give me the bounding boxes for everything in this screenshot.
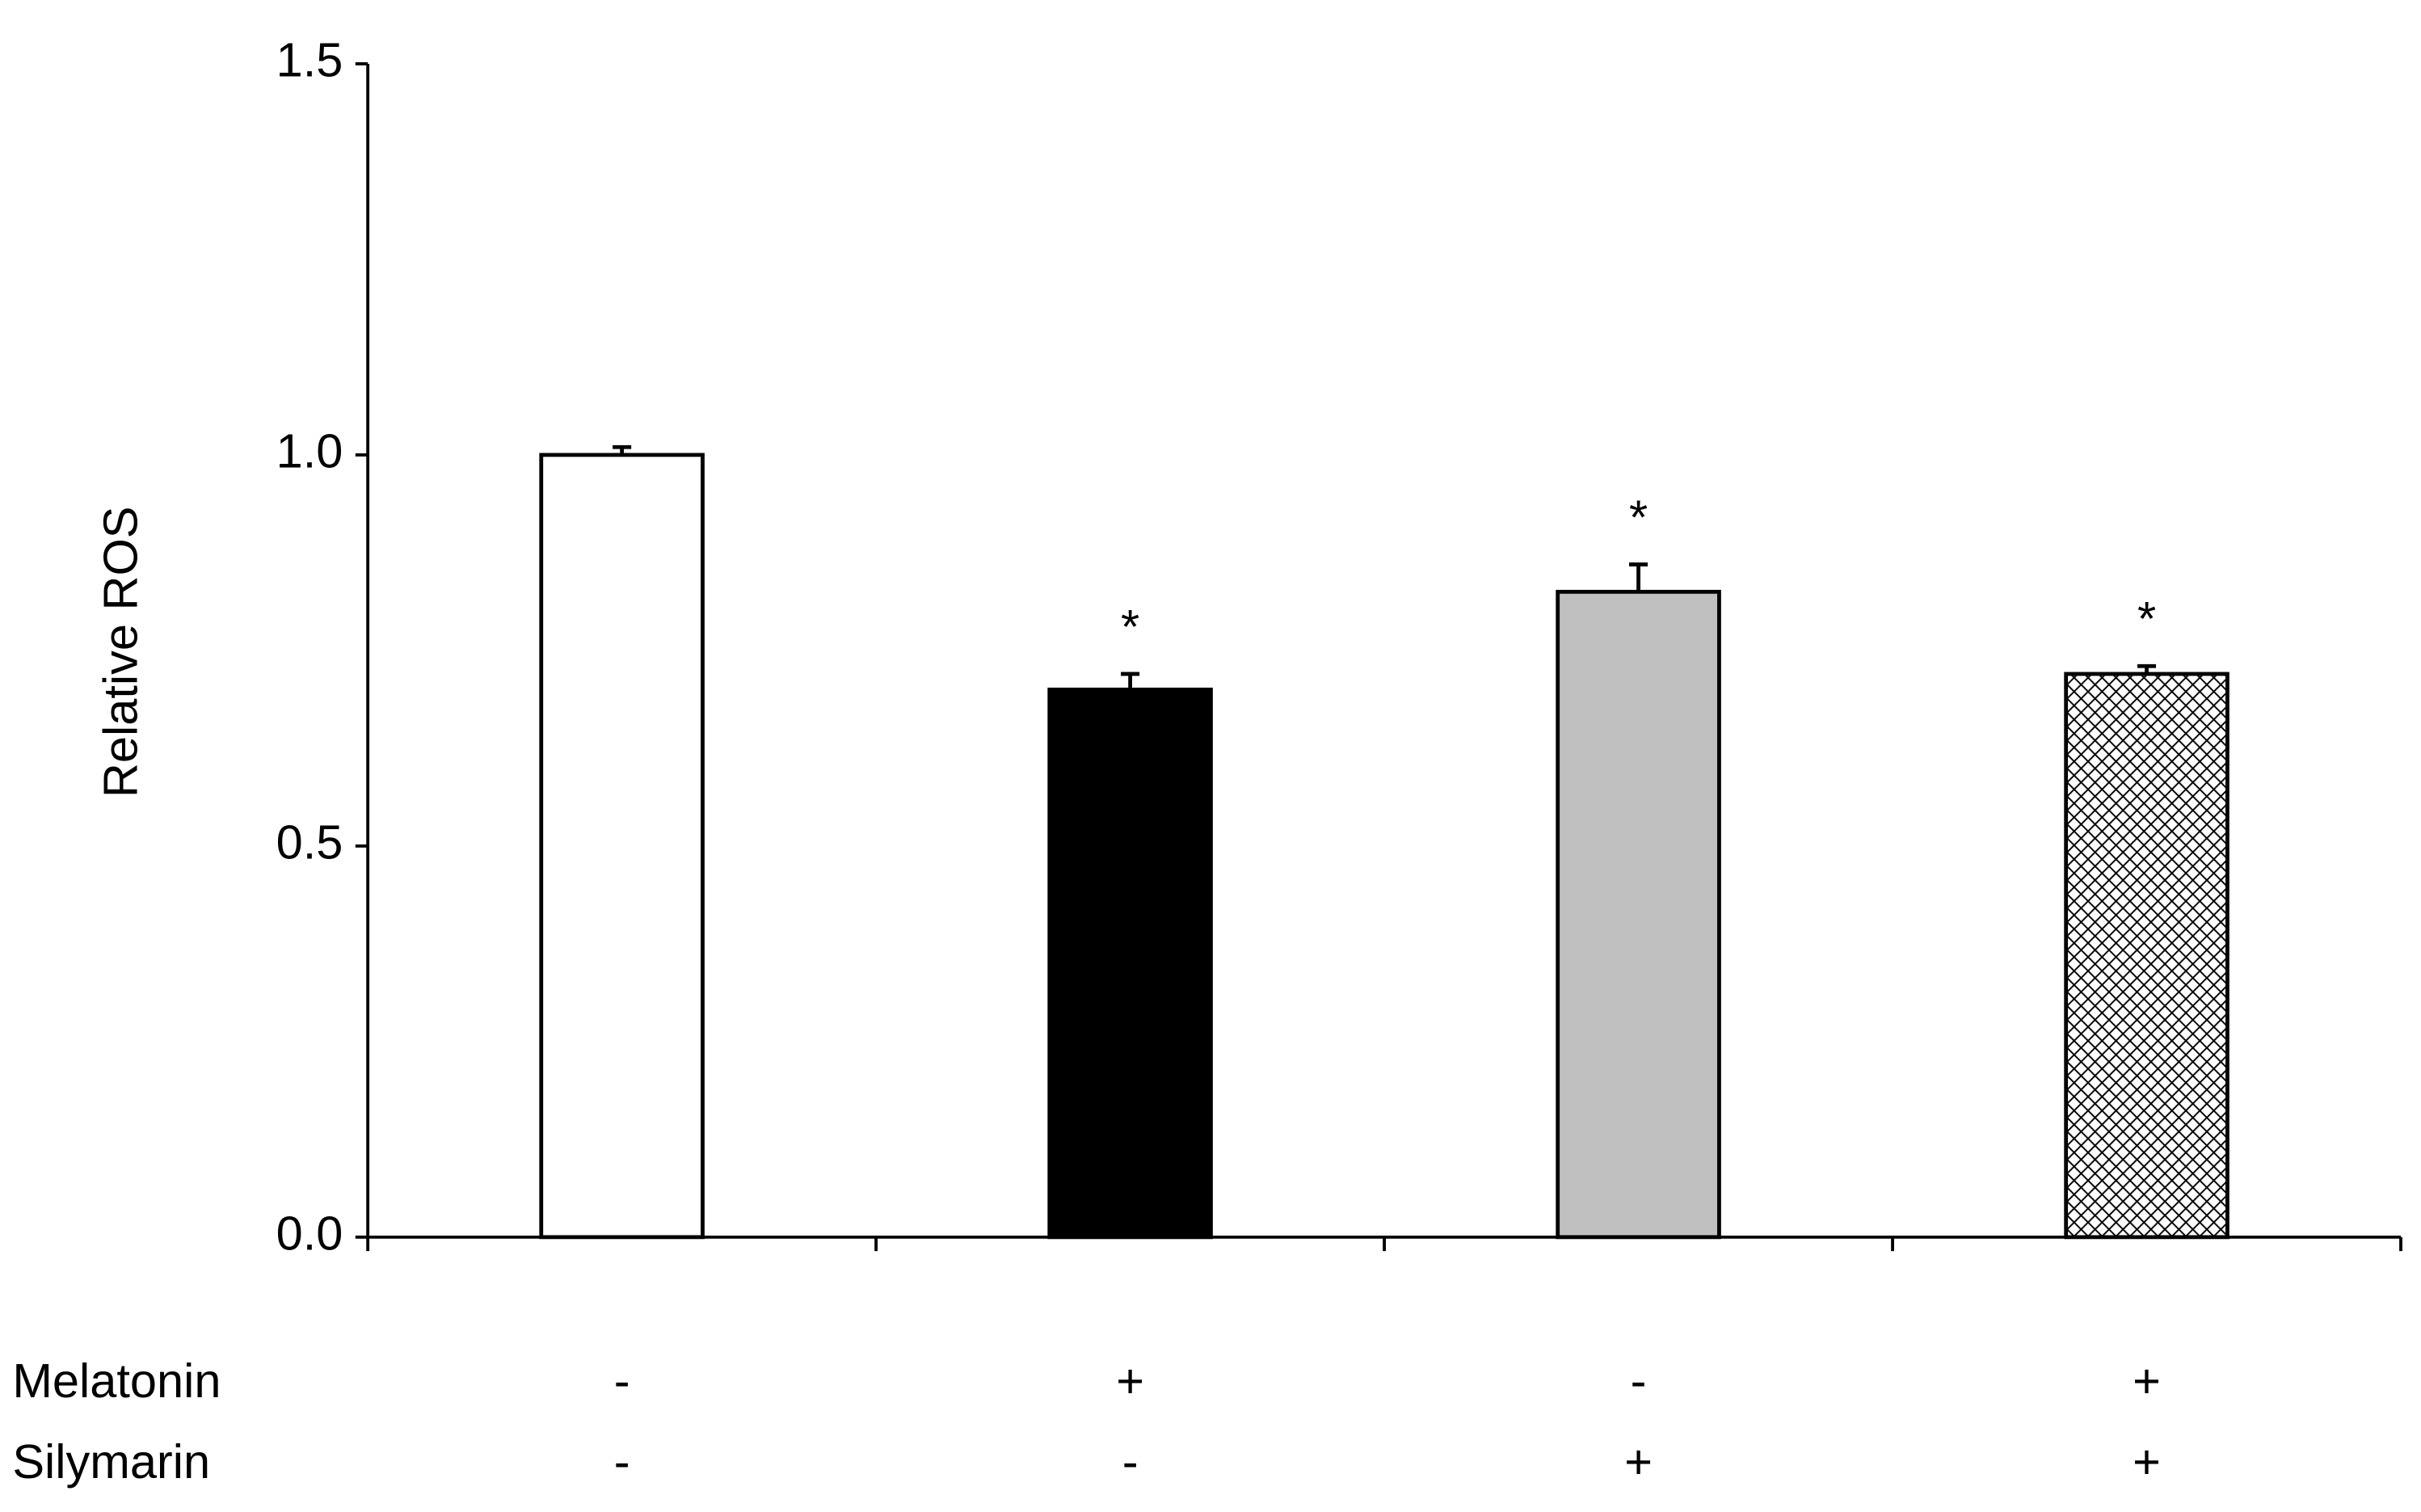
y-tick-label: 1.0 — [276, 424, 343, 478]
y-axis-label: Relative ROS — [93, 507, 147, 798]
treatment-sign: + — [2133, 1434, 2161, 1489]
treatment-name: Silymarin — [12, 1434, 210, 1489]
y-tick-label: 0.0 — [276, 1207, 343, 1261]
treatment-sign: - — [614, 1354, 630, 1408]
treatment-sign: - — [1631, 1354, 1647, 1408]
bar — [2064, 672, 2229, 1240]
y-tick-label: 1.5 — [276, 33, 343, 87]
significance-label: * — [1121, 600, 1139, 654]
y-tick-label: 0.5 — [276, 815, 343, 870]
treatment-sign: - — [614, 1434, 630, 1489]
treatment-sign: - — [1122, 1434, 1139, 1489]
bar — [1556, 589, 1721, 1240]
treatment-sign: + — [1116, 1354, 1144, 1408]
treatment-sign: + — [1624, 1434, 1653, 1489]
treatment-name: Melatonin — [12, 1354, 221, 1408]
bar — [539, 453, 705, 1240]
significance-label: * — [1629, 490, 1648, 544]
bar — [1047, 687, 1213, 1240]
significance-label: * — [2137, 592, 2156, 646]
treatment-sign: + — [2133, 1354, 2161, 1408]
